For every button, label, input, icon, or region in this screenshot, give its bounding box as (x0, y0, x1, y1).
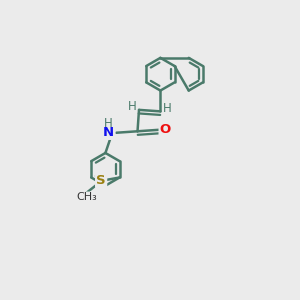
Text: S: S (96, 174, 106, 187)
Text: O: O (160, 123, 171, 136)
Text: H: H (128, 100, 137, 113)
Text: H: H (104, 117, 113, 130)
Text: CH₃: CH₃ (76, 192, 97, 202)
Text: H: H (163, 102, 171, 115)
Text: N: N (103, 126, 114, 139)
